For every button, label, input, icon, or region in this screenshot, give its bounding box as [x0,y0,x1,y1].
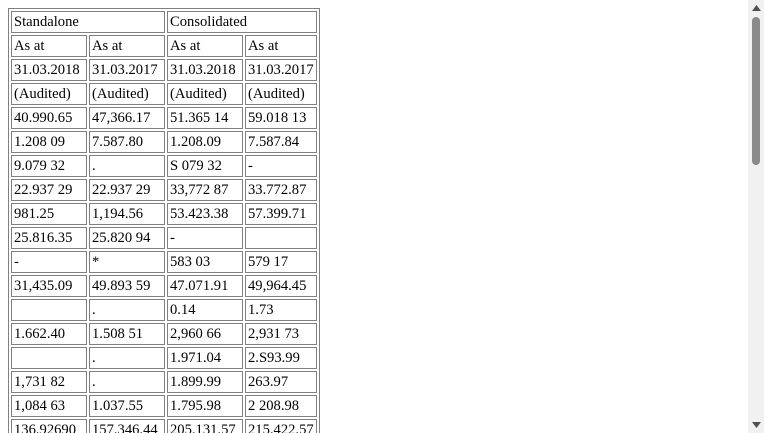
audited-cell: (Audited) [89,83,165,105]
table-cell: 33,772 87 [167,179,243,201]
scrollbar-thumb[interactable] [752,17,760,165]
scroll-down-button[interactable] [748,417,764,433]
table-cell: 1,084 63 [11,395,87,417]
table-row: - * 583 03 579 17 [11,251,317,273]
table-cell: 579 17 [245,251,317,273]
table-cell: - [245,155,317,177]
scroll-up-button[interactable] [748,0,764,16]
table-cell [245,227,317,249]
table-cell: 1.899.99 [167,371,243,393]
table-cell: . [89,299,165,321]
table-cell: 1.037.55 [89,395,165,417]
table-row: . 1.971.04 2.S93.99 [11,347,317,369]
table-cell: 49.893 59 [89,275,165,297]
consolidated-header: Consolidated [167,11,317,33]
table-cell: 22.937 29 [11,179,87,201]
table-row: . 0.14 1.73 [11,299,317,321]
table-cell: . [89,155,165,177]
table-cell: 583 03 [167,251,243,273]
table-row: 981.25 1,194.56 53.423.38 57.399.71 [11,203,317,225]
table-cell: 47.071.91 [167,275,243,297]
table-cell: 7.587.80 [89,131,165,153]
table-cell: 40.990.65 [11,107,87,129]
table-cell: 1.208 09 [11,131,87,153]
audited-cell: (Audited) [11,83,87,105]
table-cell: 25.820 94 [89,227,165,249]
table-cell: 157.346.44 [89,419,165,433]
table-cell: 1,194.56 [89,203,165,225]
table-cell: 0.14 [167,299,243,321]
table-cell: 981.25 [11,203,87,225]
table-cell: 57.399.71 [245,203,317,225]
date-row: 31.03.2018 31.03.2017 31.03.2018 31.03.2… [11,59,317,81]
table-cell: 1.73 [245,299,317,321]
audited-cell: (Audited) [167,83,243,105]
table-cell: 215.422.57 [245,419,317,433]
table-row: 31,435.09 49.893 59 47.071.91 49,964.45 [11,275,317,297]
table-cell: 25.816.35 [11,227,87,249]
table-cell: 1.208.09 [167,131,243,153]
table-row: 25.816.35 25.820 94- [11,227,317,249]
table-cell: 49,964.45 [245,275,317,297]
table-cell: . [89,347,165,369]
table-cell: 2.S93.99 [245,347,317,369]
table-cell [11,299,87,321]
table-cell: - [11,251,87,273]
table-cell [11,347,87,369]
table-cell: 9.079 32 [11,155,87,177]
table-row: 136.92690 157.346.44 205.131.57 215.422.57 [11,419,317,433]
table-cell: 2,931 73 [245,323,317,345]
document-viewport: Standalone Consolidated As at As at As a… [8,8,320,433]
table-header-row: Standalone Consolidated [11,11,317,33]
table-cell: 1.795.98 [167,395,243,417]
chevron-down-icon [751,422,761,428]
table-cell: 1.508 51 [89,323,165,345]
table-cell: 33.772.87 [245,179,317,201]
standalone-header: Standalone [11,11,165,33]
as-at-cell: As at [89,35,165,57]
table-cell: 47,366.17 [89,107,165,129]
vertical-scrollbar[interactable] [748,0,764,433]
table-row: 1,731 82. 1.899.99 263.97 [11,371,317,393]
table-row: 1.208 09 7.587.80 1.208.09 7.587.84 [11,131,317,153]
table-cell: 2 208.98 [245,395,317,417]
table-cell: 1,731 82 [11,371,87,393]
table-cell: 51.365 14 [167,107,243,129]
date-cell: 31.03.2018 [11,59,87,81]
audited-row: (Audited) (Audited) (Audited) (Audited) [11,83,317,105]
date-cell: 31.03.2017 [89,59,165,81]
as-at-cell: As at [245,35,317,57]
table-cell: 7.587.84 [245,131,317,153]
table-row: 40.990.65 47,366.17 51.365 14 59.018 13 [11,107,317,129]
table-cell: 22.937 29 [89,179,165,201]
table-cell: 136.92690 [11,419,87,433]
table-cell: 1.971.04 [167,347,243,369]
table-cell: . [89,371,165,393]
table-cell: 31,435.09 [11,275,87,297]
date-cell: 31.03.2017 [245,59,317,81]
table-cell: 2,960 66 [167,323,243,345]
table-cell: 53.423.38 [167,203,243,225]
as-at-cell: As at [167,35,243,57]
table-cell: 59.018 13 [245,107,317,129]
audited-cell: (Audited) [245,83,317,105]
chevron-up-icon [751,5,761,11]
table-row: 22.937 29 22.937 29 33,772 87 33.772.87 [11,179,317,201]
date-cell: 31.03.2018 [167,59,243,81]
table-cell: S 079 32 [167,155,243,177]
table-row: 1,084 63 1.037.55 1.795.98 2 208.98 [11,395,317,417]
financial-table: Standalone Consolidated As at As at As a… [8,8,320,433]
table-row: 1.662.40 1.508 51 2,960 66 2,931 73 [11,323,317,345]
as-at-cell: As at [11,35,87,57]
table-row: 9.079 32. S 079 32- [11,155,317,177]
table-cell: 263.97 [245,371,317,393]
table-cell: - [167,227,243,249]
table-cell: 1.662.40 [11,323,87,345]
table-cell: 205.131.57 [167,419,243,433]
as-at-row: As at As at As at As at [11,35,317,57]
table-cell: * [89,251,165,273]
